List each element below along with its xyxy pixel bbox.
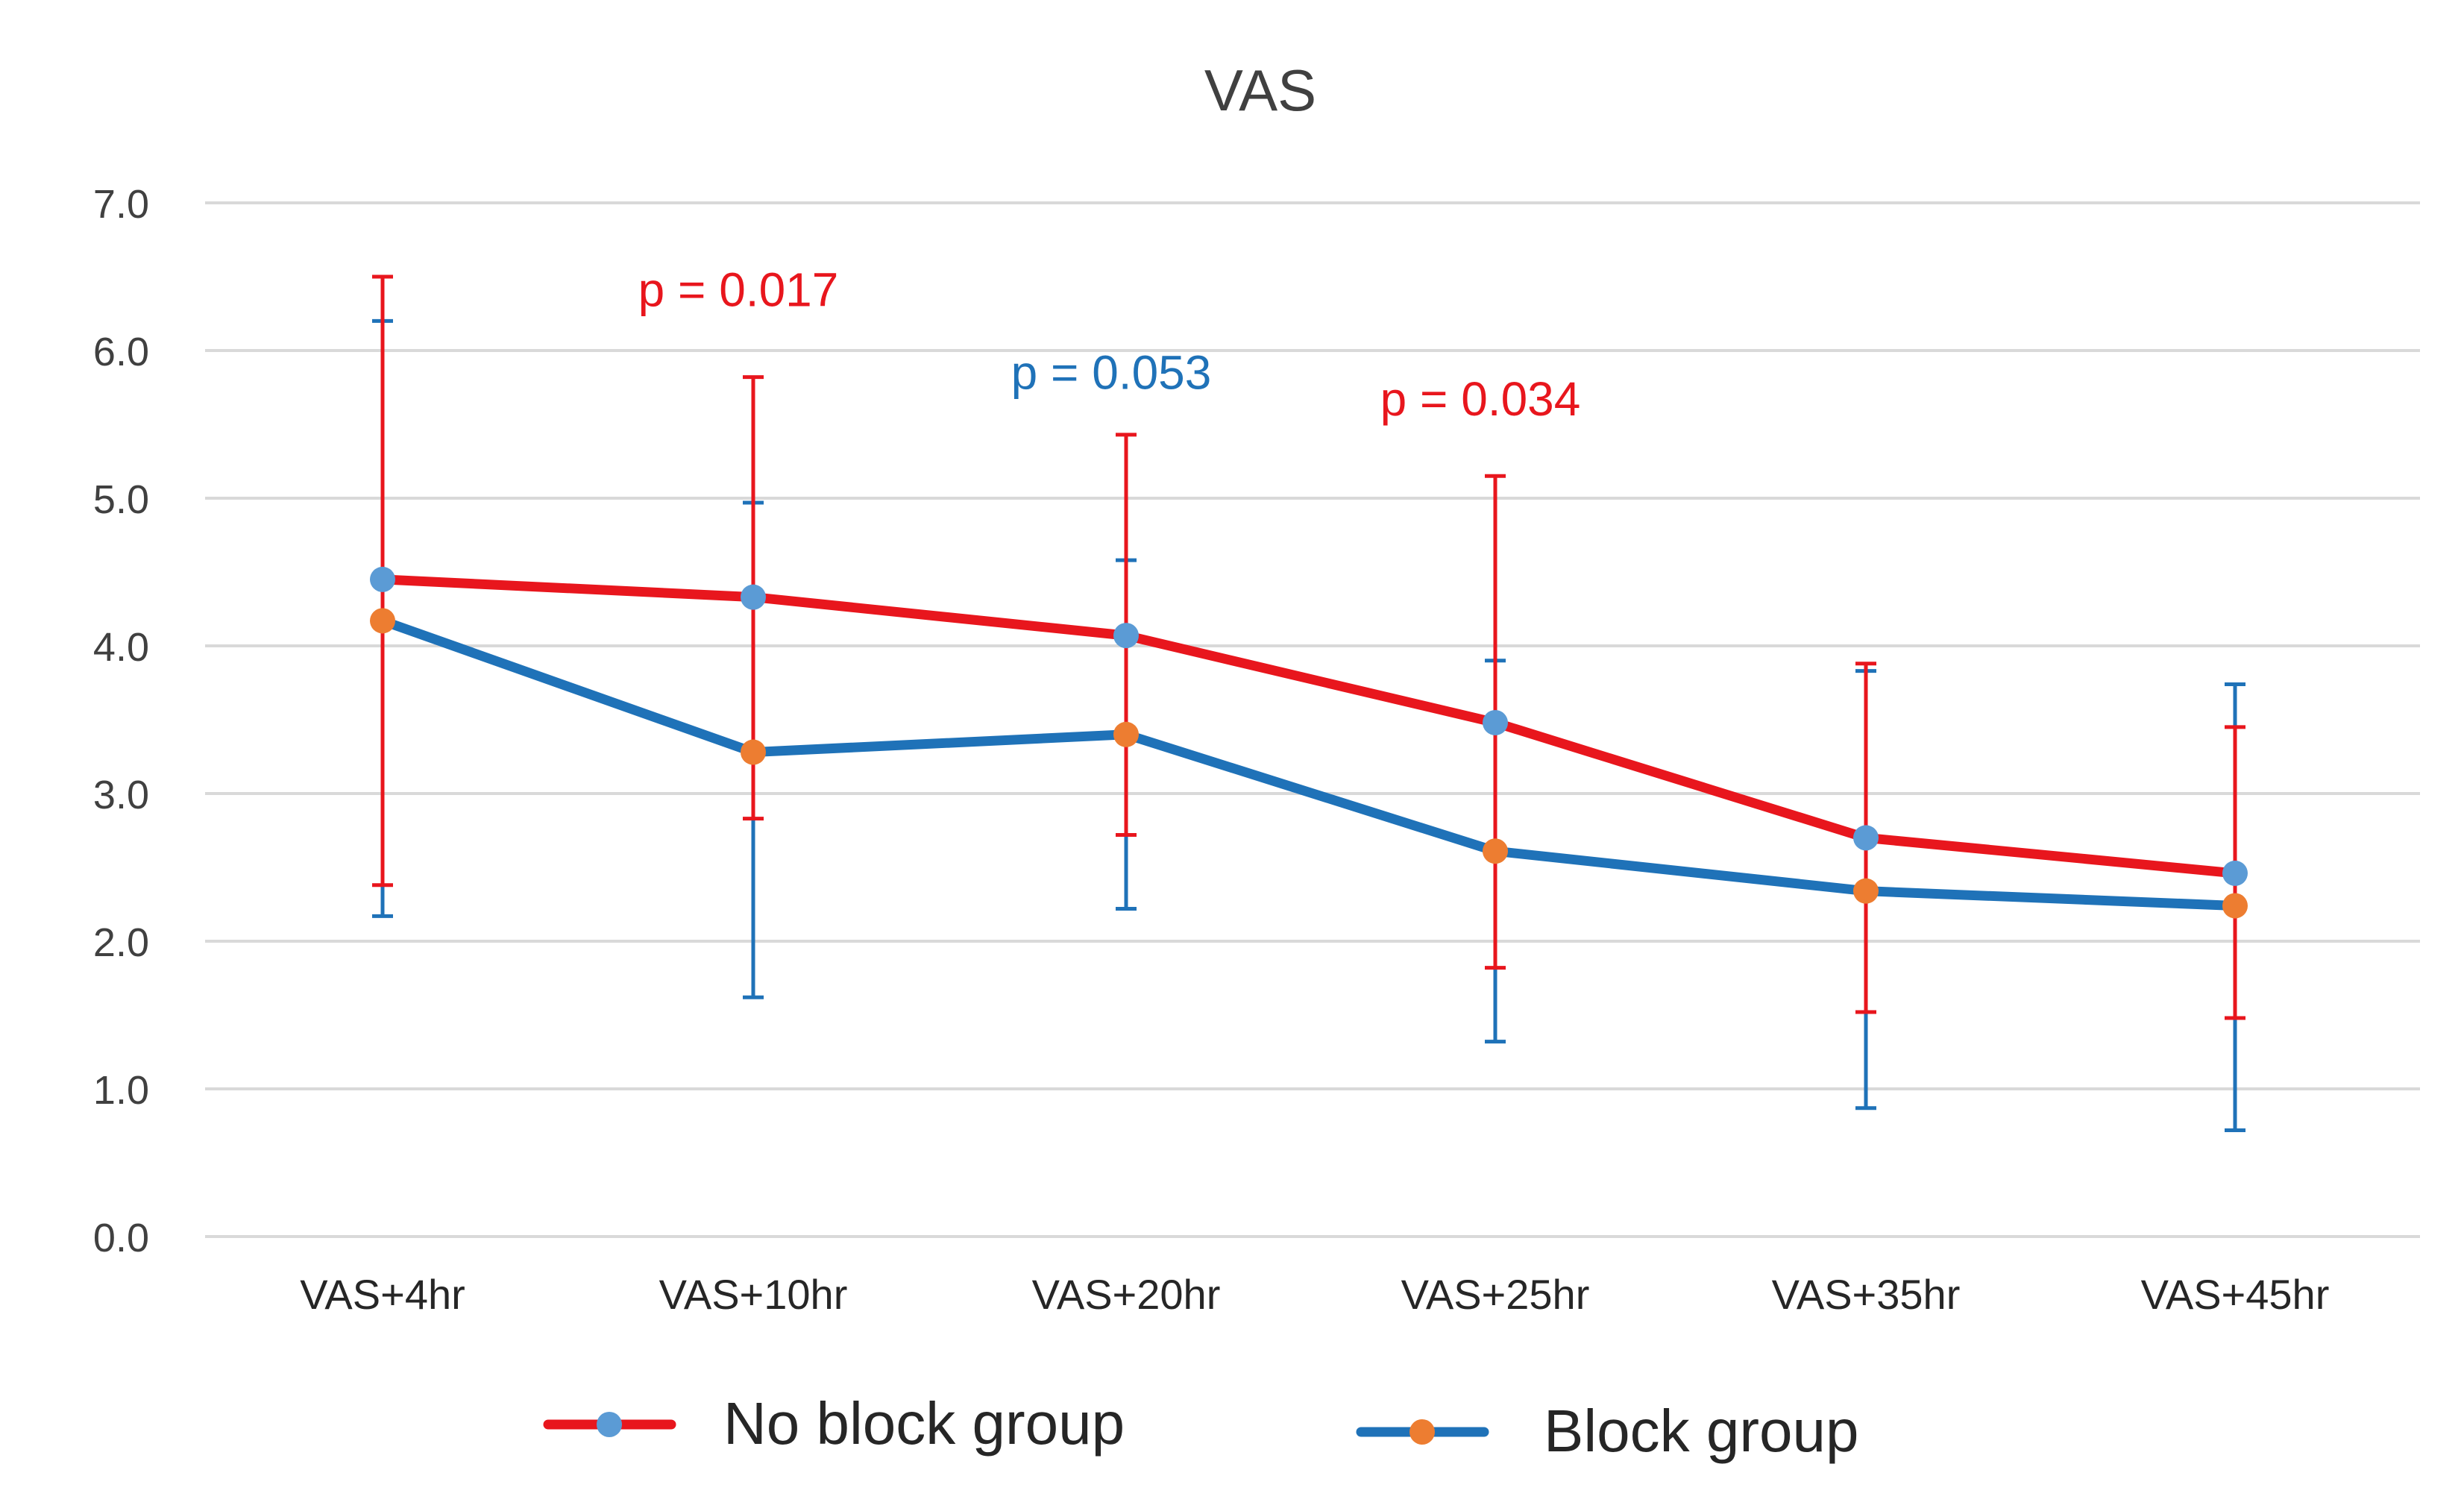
no-block-group-point bbox=[1853, 825, 1879, 851]
no-block-group-line bbox=[377, 574, 2240, 879]
p-value-annotation: p = 0.017 bbox=[638, 263, 839, 317]
y-tick-label: 4.0 bbox=[93, 625, 149, 670]
p-value-annotation: p = 0.053 bbox=[1011, 345, 1212, 399]
p-value-annotation: p = 0.034 bbox=[1380, 372, 1581, 426]
y-tick-label: 6.0 bbox=[93, 330, 149, 374]
error-bars bbox=[372, 274, 2245, 1132]
legend-item-no-block-group[interactable]: No block group bbox=[543, 1390, 1125, 1457]
block-group-point bbox=[370, 608, 395, 634]
legend-label: No block group bbox=[723, 1390, 1125, 1457]
legend-marker-swatch bbox=[1409, 1419, 1435, 1445]
no-block-group-point bbox=[370, 566, 395, 592]
series-markers bbox=[370, 566, 2248, 919]
x-axis-ticks: VAS+4hr VAS+10hr VAS+20hr VAS+25hr VAS+35hr V… bbox=[300, 1271, 2329, 1318]
y-tick-label: 2.0 bbox=[93, 920, 149, 965]
block-group-point bbox=[1853, 878, 1879, 904]
x-tick-label: VAS+10hr bbox=[659, 1271, 848, 1318]
block-group-point bbox=[741, 739, 766, 765]
x-tick-label: VAS+4hr bbox=[300, 1271, 465, 1318]
y-tick-label: 5.0 bbox=[93, 477, 149, 522]
series-lines bbox=[377, 574, 2240, 911]
block-group-point bbox=[2222, 893, 2248, 919]
x-tick-label: VAS+35hr bbox=[1772, 1271, 1961, 1318]
legend-label: Block group bbox=[1544, 1398, 1858, 1464]
no-block-group-point bbox=[2222, 860, 2248, 886]
y-axis-ticks: 0.0 1.0 2.0 3.0 4.0 5.0 6.0 7.0 bbox=[93, 182, 149, 1260]
no-block-group-point bbox=[1483, 709, 1508, 735]
block-group-line bbox=[377, 615, 2240, 911]
x-tick-label: VAS+20hr bbox=[1032, 1271, 1221, 1318]
y-tick-label: 7.0 bbox=[93, 182, 149, 227]
block-group-point bbox=[1483, 838, 1508, 864]
y-tick-label: 1.0 bbox=[93, 1068, 149, 1113]
x-tick-label: VAS+25hr bbox=[1401, 1271, 1590, 1318]
gridlines bbox=[205, 201, 2420, 1238]
y-tick-label: 3.0 bbox=[93, 773, 149, 817]
annotations: p = 0.017 p = 0.053 p = 0.034 bbox=[638, 263, 1581, 427]
chart-title: VAS bbox=[1204, 57, 1316, 123]
legend-marker-swatch bbox=[597, 1412, 622, 1437]
y-tick-label: 0.0 bbox=[93, 1216, 149, 1260]
block-group-point bbox=[1113, 721, 1139, 747]
legend-item-block-group[interactable]: Block group bbox=[1356, 1398, 1858, 1464]
x-tick-label: VAS+45hr bbox=[2141, 1271, 2330, 1318]
no-block-group-point bbox=[741, 584, 766, 610]
no-block-group-point bbox=[1113, 623, 1139, 649]
legend[interactable]: No block group Block group bbox=[543, 1390, 1858, 1464]
